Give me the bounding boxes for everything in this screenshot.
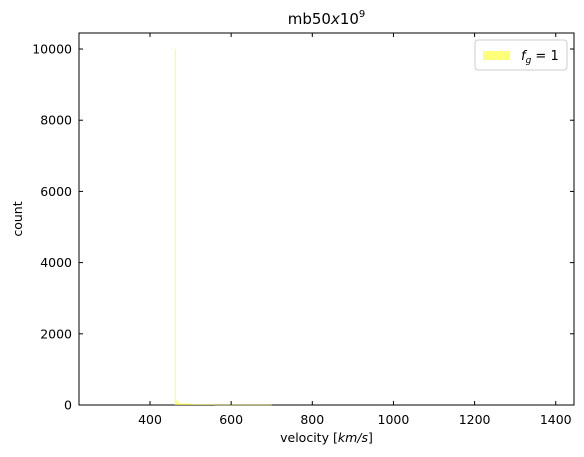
x-tick-label: 1400: [540, 412, 572, 427]
x-tick-label: 1000: [378, 412, 410, 427]
legend: fg = 1: [475, 40, 567, 70]
y-axis-ticks: 0 2000 4000 6000 8000 10000: [32, 42, 574, 413]
x-tick-label: 400: [138, 412, 162, 427]
legend-swatch: [483, 51, 510, 60]
x-tick-label: 1200: [459, 412, 491, 427]
y-tick-label: 8000: [40, 113, 72, 128]
plot-frame: [79, 33, 574, 405]
x-axis-label: velocity [km/s]: [280, 430, 373, 445]
y-axis-label: count: [10, 201, 25, 236]
x-tick-label: 600: [219, 412, 243, 427]
x-axis-ticks: 400 600 800 1000 1200 1400: [138, 33, 572, 427]
y-tick-label: 2000: [40, 326, 72, 341]
y-tick-label: 10000: [32, 42, 72, 57]
y-tick-label: 6000: [40, 184, 72, 199]
histogram-bar: [215, 405, 272, 406]
histogram-bar: [191, 404, 215, 405]
histogram-bar: [176, 401, 178, 405]
histogram-bar: [175, 49, 176, 405]
x-tick-label: 800: [300, 412, 324, 427]
y-tick-label: 4000: [40, 255, 72, 270]
histogram-bar: [178, 404, 190, 405]
y-tick-label: 0: [64, 398, 72, 413]
chart-title: mb50x109: [288, 9, 366, 28]
histogram-bars: [175, 49, 272, 405]
